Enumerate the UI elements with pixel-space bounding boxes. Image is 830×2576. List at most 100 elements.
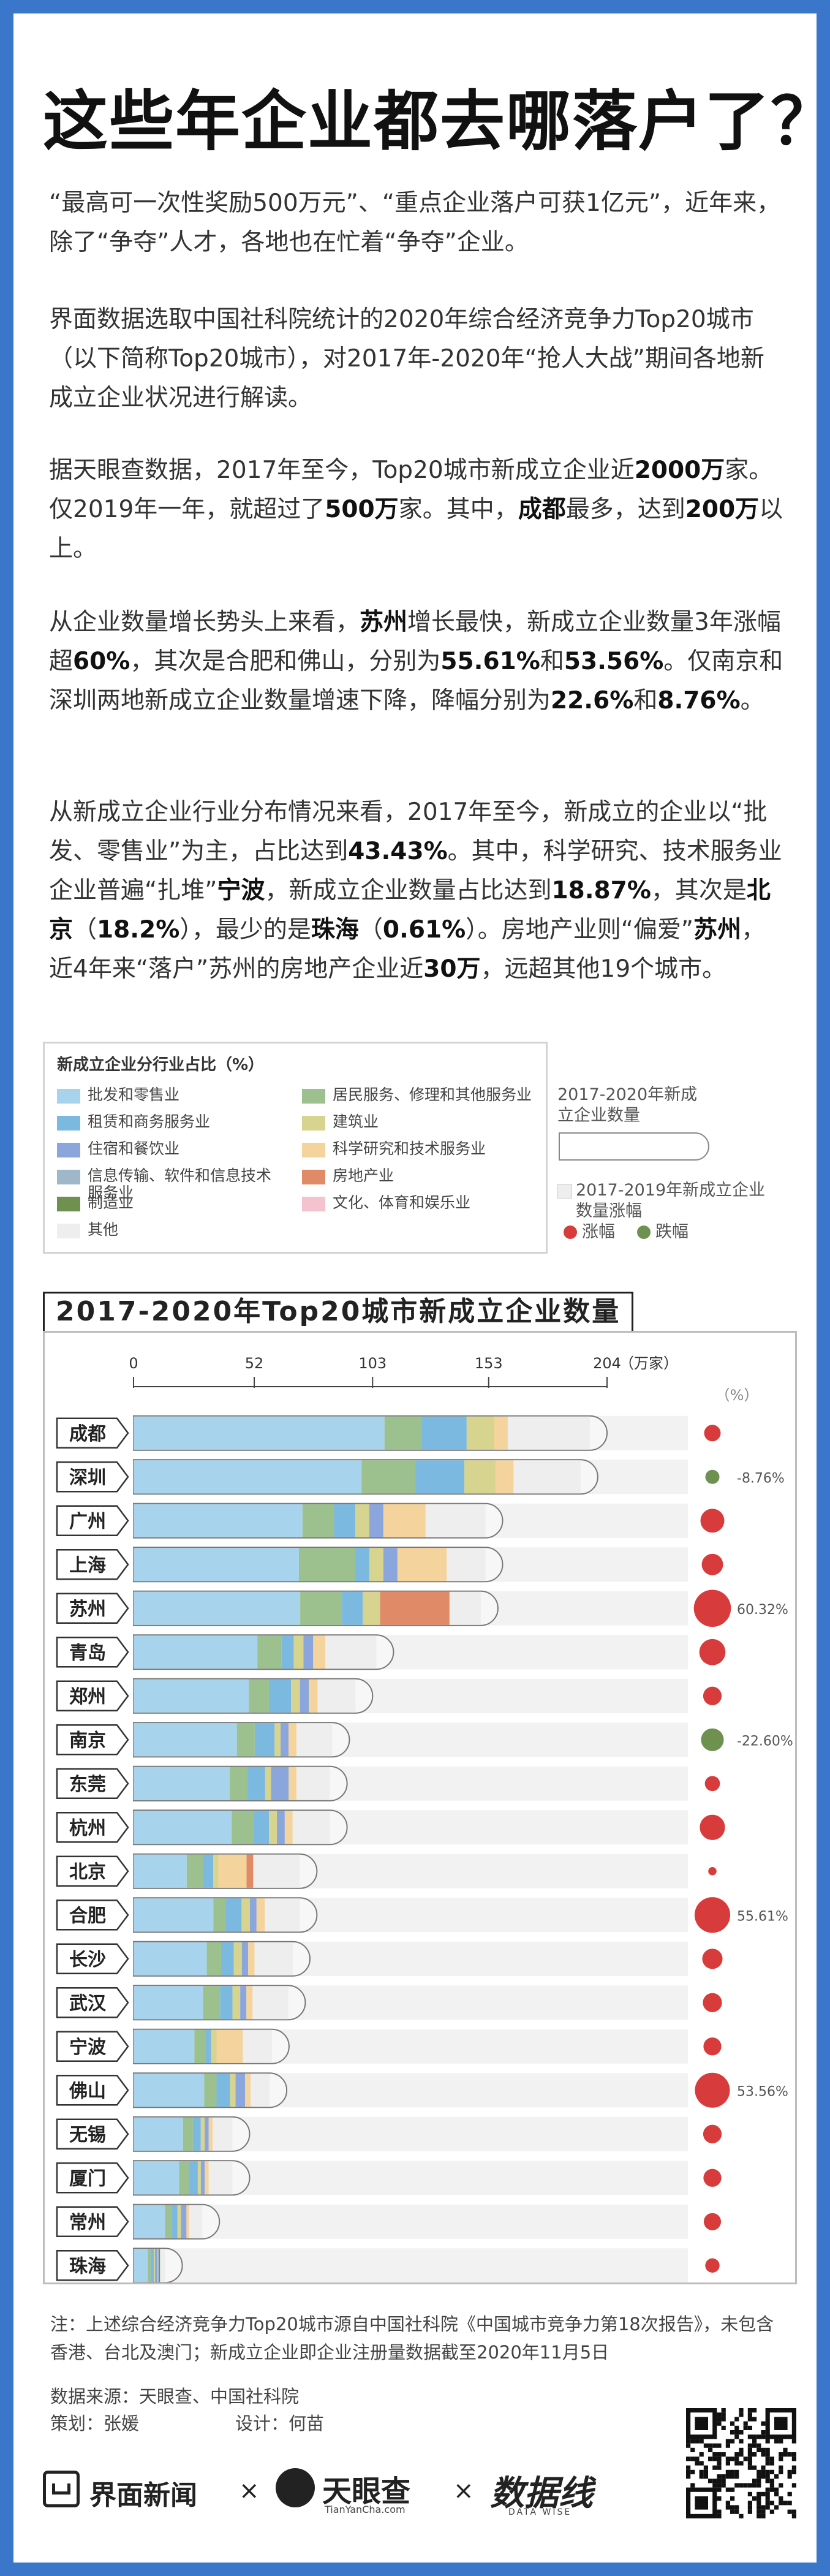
qr-cell [761,2505,766,2510]
qr-cell [721,2452,726,2457]
qr-cell [725,2457,730,2461]
qr-cell [747,2443,752,2448]
qr-cell [747,2452,752,2457]
growth-dot [703,2213,722,2230]
qr-cell [734,2425,739,2430]
city-label: 厦门 [69,2168,106,2189]
qr-cell [791,2439,796,2444]
separator-1: × [239,2477,260,2505]
legend-label: 信息传输、软件和信息技术服务业 [88,1167,272,1202]
legend-swatch [57,1170,80,1184]
qr-cell [717,2479,722,2483]
industry-segment [380,1591,450,1625]
qr-cell [747,2461,752,2466]
industry-segment [271,1767,289,1800]
qr-cell [747,2505,752,2510]
industry-segment [254,1723,275,1757]
qr-cell [779,2457,783,2461]
city-label: 郑州 [69,1686,106,1708]
qr-cell [730,2421,735,2426]
footer-logos: 界面新闻 × 天眼查 TianYanCha.com × 数据线 DATA WIS… [43,2463,655,2525]
qr-cell [765,2479,770,2483]
industry-segment [225,1898,242,1932]
qr-cell [765,2447,770,2452]
qr-cell [756,2479,761,2483]
industry-segment [200,2117,205,2151]
industry-segment [243,2029,272,2063]
qr-cell [747,2483,752,2488]
qr-cell [730,2430,735,2435]
qr-cell [756,2505,761,2510]
qr-cell [695,2457,700,2461]
legend-swatch [302,1116,325,1131]
qr-cell [734,2430,739,2435]
industry-segment [213,2117,233,2151]
qr-cell [752,2452,757,2457]
industry-segment [496,1460,514,1494]
legend-swatch [57,1197,80,1211]
qr-cell [752,2483,757,2488]
brand-datawise: 数据线 [490,2474,593,2513]
city-tab [56,2250,129,2281]
qr-cell [717,2417,722,2422]
x-unit-label: （万家） [619,1355,678,1372]
qr-cell [695,2461,700,2466]
separator-2: × [453,2477,474,2505]
city-label: 长沙 [69,1949,106,1971]
industry-segment [134,1854,187,1888]
qr-cell [699,2439,704,2444]
qr-cell [686,2465,691,2470]
legend-label: 居民服务、修理和其他服务业 [333,1086,532,1104]
qr-cell [761,2430,766,2435]
qr-cell [703,2465,708,2470]
qr-cell [717,2461,722,2466]
industry-segment [361,1460,415,1494]
qr-code-icon[interactable] [686,2408,796,2518]
qr-cell [769,2483,774,2488]
industry-segment [134,1679,249,1713]
industry-segment [300,1591,342,1625]
side-legend: 2017-2020年新成立企业数量 2017-2019年新成立企业数量涨幅 涨幅… [557,1078,790,1250]
qr-cell [739,2430,744,2435]
qr-cell [752,2479,757,2483]
growth-dot [703,2037,722,2056]
qr-cell [686,2474,691,2479]
industry-segment [230,1767,247,1800]
growth-dot [705,2258,720,2273]
qr-cell [721,2479,726,2483]
qr-cell [747,2417,752,2422]
qr-cell [686,2469,691,2474]
industry-segment [134,1723,237,1757]
industry-segment [257,1635,282,1669]
industry-segment [253,1811,270,1844]
city-label: 深圳 [69,1467,106,1488]
qr-cell [787,2491,792,2496]
qr-cell [783,2447,788,2452]
qr-cell [721,2483,726,2488]
qr-cell [769,2457,774,2461]
qr-cell [734,2474,739,2479]
qr-cell [725,2443,730,2448]
qr-cell [717,2452,722,2457]
industry-segment [265,1767,271,1800]
qr-cell [734,2505,739,2510]
industry-segment [194,2029,206,2063]
growth-dot [700,1509,725,1533]
city-tab [56,1680,129,1711]
industry-segment [134,2161,179,2195]
qr-cell [791,2465,796,2470]
qr-cell [703,2469,708,2474]
industry-segment [157,2249,159,2282]
qr-cell [721,2417,726,2422]
industry-segment [254,1942,293,1976]
growth-dot [704,1425,721,1442]
qr-cell [747,2457,752,2461]
industry-segment [253,1854,300,1888]
city-label: 青岛 [69,1642,106,1664]
qr-cell [730,2439,735,2444]
qr-cell [756,2434,761,2439]
x-tick-label: 204 [593,1355,621,1372]
growth-dot [705,1469,720,1484]
city-label: 宁波 [69,2037,107,2058]
industry-segment [289,1723,297,1757]
